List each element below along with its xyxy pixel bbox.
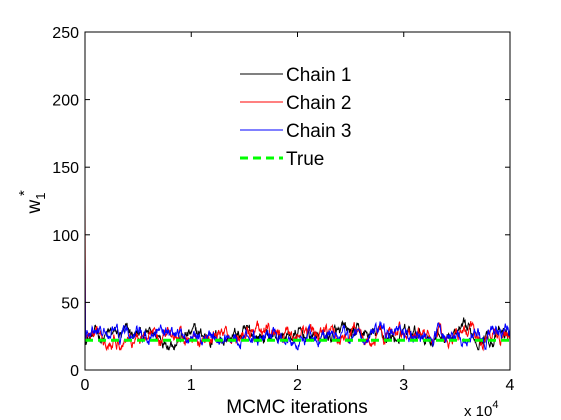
y-tick-label: 100 — [52, 228, 79, 245]
y-tick-label: 250 — [52, 25, 79, 42]
trace-chain-3 — [84, 255, 511, 351]
legend-label: Chain 1 — [286, 65, 352, 86]
x-tick-label: 2 — [293, 377, 302, 394]
legend-label: True — [286, 149, 324, 170]
x-tick-label: 4 — [506, 377, 515, 394]
x-tick-label: 0 — [81, 377, 90, 394]
y-tick-label: 200 — [52, 93, 79, 110]
legend-label: Chain 2 — [286, 93, 352, 114]
x-tick-label: 3 — [399, 377, 408, 394]
trace-lines — [84, 194, 511, 352]
y-tick-label: 0 — [70, 363, 79, 380]
x-multiplier: x 104 — [464, 399, 498, 420]
legend-label: Chain 3 — [286, 121, 352, 142]
y-axis-title: w1 * — [16, 190, 48, 214]
svg-text:w1: w1 — [24, 193, 48, 215]
y-axis-ticks: 0 50 100 150 200 250 — [52, 25, 510, 380]
x-axis-ticks: 0 1 2 3 4 — [81, 32, 515, 394]
x-axis-title: MCMC iterations — [226, 397, 367, 418]
svg-text:*: * — [16, 190, 33, 196]
legend: Chain 1 Chain 2 Chain 3 True — [240, 65, 352, 170]
y-tick-label: 150 — [52, 160, 79, 177]
trace-chain-2 — [84, 194, 511, 352]
y-tick-label: 50 — [61, 295, 79, 312]
x-tick-label: 1 — [187, 377, 196, 394]
